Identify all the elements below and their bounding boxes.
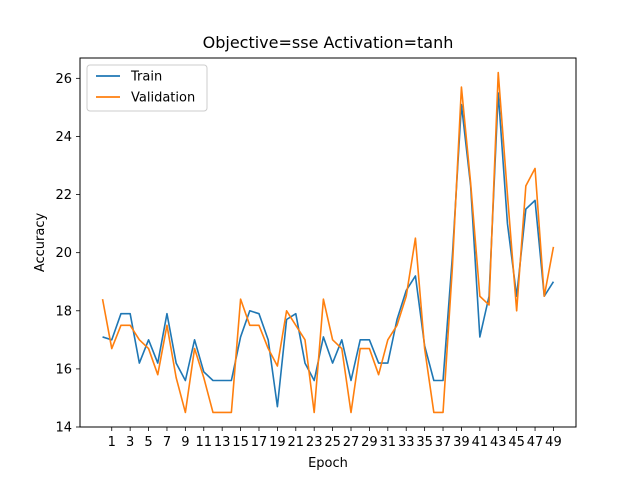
train-series-line (102, 92, 555, 408)
y-tick-label: 14 (55, 421, 72, 436)
x-tick-label: 35 (416, 435, 433, 450)
x-tick-label: 23 (306, 435, 323, 450)
x-tick-label: 37 (435, 435, 452, 450)
x-tick-label: 27 (343, 435, 360, 450)
x-tick-label: 41 (472, 435, 489, 450)
chart-title: Objective=sse Activation=tanh (203, 33, 454, 52)
y-tick-label: 16 (55, 362, 72, 377)
plot-area (79, 57, 577, 428)
y-tick-label: 20 (55, 246, 72, 261)
x-tick-label: 39 (453, 435, 470, 450)
legend-train-label: Train (130, 70, 162, 85)
x-tick-label: 21 (288, 435, 305, 450)
x-tick-label: 31 (380, 435, 397, 450)
x-tick-label: 3 (126, 435, 134, 450)
x-tick-label: 5 (144, 435, 152, 450)
y-axis: 14 16 18 20 22 24 26 (55, 72, 80, 436)
x-tick-label: 47 (527, 435, 544, 450)
x-tick-label: 11 (195, 435, 212, 450)
legend-validation-label: Validation (131, 91, 195, 106)
y-tick-label: 18 (55, 304, 72, 319)
x-tick-label: 13 (214, 435, 231, 450)
y-tick-label: 22 (55, 188, 72, 203)
x-axis: 1 3 5 7 9 11 13 15 17 19 21 23 25 27 29 31 33 35 37 39 41 43 4… (108, 427, 562, 450)
series-layer (101, 71, 555, 414)
x-tick-label: 19 (269, 435, 286, 450)
x-tick-label: 7 (163, 435, 171, 450)
x-axis-label: Epoch (308, 456, 348, 471)
plot-background (80, 58, 576, 427)
y-axis-label: Accuracy (33, 213, 48, 273)
x-tick-label: 49 (545, 435, 562, 450)
legend: Train Validation (86, 64, 208, 112)
x-tick-label: 33 (398, 435, 415, 450)
x-tick-label: 45 (508, 435, 525, 450)
x-tick-label: 9 (181, 435, 189, 450)
x-tick-label: 17 (251, 435, 268, 450)
y-tick-label: 26 (55, 72, 72, 87)
x-tick-label: 15 (232, 435, 249, 450)
y-tick-label: 24 (55, 130, 72, 145)
x-tick-label: 25 (324, 435, 341, 450)
plot-frame (79, 57, 577, 428)
x-tick-label: 29 (361, 435, 378, 450)
validation-series-line (101, 71, 555, 414)
x-tick-label: 1 (108, 435, 116, 450)
x-tick-label: 43 (490, 435, 507, 450)
